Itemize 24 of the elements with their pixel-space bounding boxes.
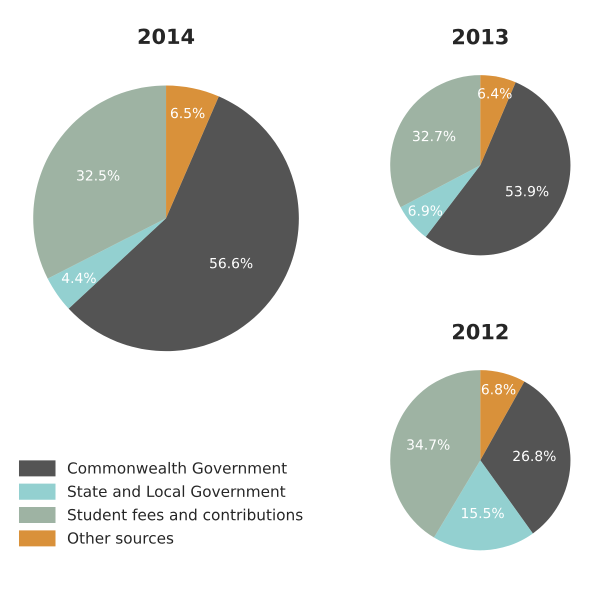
pie-slice (166, 85, 219, 218)
legend-label: Commonwealth Government (68, 462, 287, 474)
data-label: 56.6% (210, 258, 252, 268)
data-label: 6.5% (170, 108, 204, 118)
data-label: 15.5% (462, 508, 504, 518)
data-label: 6.8% (482, 384, 516, 394)
data-label: 32.7% (413, 130, 456, 142)
chart-title: 2013 (452, 28, 508, 44)
data-label: 53.9% (506, 186, 548, 196)
data-label: 4.4% (62, 272, 96, 284)
data-label: 6.4% (478, 88, 512, 99)
data-label: 6.9% (408, 205, 442, 216)
chart-title: 2014 (138, 28, 194, 44)
chart-title: 2012 (452, 324, 508, 340)
pie-slice (400, 165, 480, 237)
legend-label: Student fees and contributions (68, 508, 302, 520)
data-label: 34.7% (407, 439, 450, 450)
pie-slice (480, 75, 516, 166)
data-label: 32.5% (77, 170, 120, 181)
legend-label: Other sources (68, 532, 174, 544)
legend-label: State and Local Government (68, 485, 286, 498)
data-label: 26.8% (513, 450, 556, 462)
pie-slice (48, 218, 166, 309)
pie-slice (434, 460, 533, 550)
